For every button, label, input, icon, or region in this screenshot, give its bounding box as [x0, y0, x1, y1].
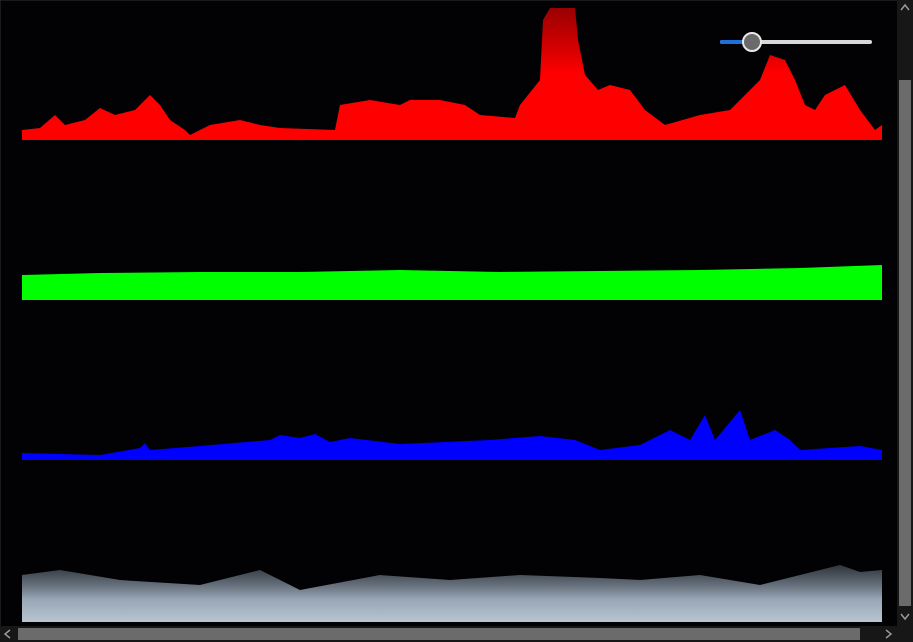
red-channel — [22, 8, 882, 140]
scrollbar-thumb[interactable] — [899, 80, 911, 606]
blue-channel — [22, 410, 882, 460]
vertical-scrollbar[interactable] — [897, 0, 913, 626]
horizontal-scrollbar[interactable] — [0, 626, 913, 642]
scroll-left-arrow[interactable] — [3, 629, 11, 639]
green-channel — [22, 265, 882, 300]
scroll-right-arrow[interactable] — [885, 629, 893, 639]
slider-thumb[interactable] — [742, 32, 762, 52]
scroll-up-arrow[interactable] — [900, 3, 910, 11]
scroll-down-arrow[interactable] — [900, 613, 910, 621]
zoom-slider[interactable] — [720, 32, 872, 52]
scrollbar-thumb[interactable] — [18, 628, 860, 640]
luminance-channel — [22, 565, 882, 622]
